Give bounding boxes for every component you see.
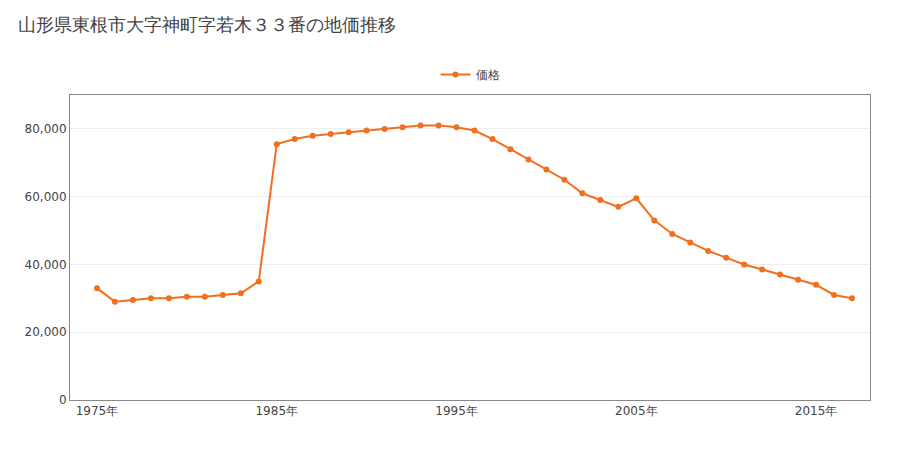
svg-text:2005年: 2005年	[615, 404, 658, 418]
svg-text:0: 0	[59, 393, 67, 407]
svg-text:40,000: 40,000	[25, 258, 67, 272]
svg-text:1975年: 1975年	[76, 404, 119, 418]
svg-text:80,000: 80,000	[25, 122, 67, 136]
svg-text:価格: 価格	[476, 68, 500, 82]
svg-text:1985年: 1985年	[255, 404, 298, 418]
svg-text:60,000: 60,000	[25, 190, 67, 204]
svg-text:20,000: 20,000	[25, 325, 67, 339]
svg-text:1995年: 1995年	[435, 404, 478, 418]
svg-text:2015年: 2015年	[795, 404, 838, 418]
svg-text:山形県東根市大字神町字若木３３番の地価推移: 山形県東根市大字神町字若木３３番の地価推移	[18, 14, 396, 35]
